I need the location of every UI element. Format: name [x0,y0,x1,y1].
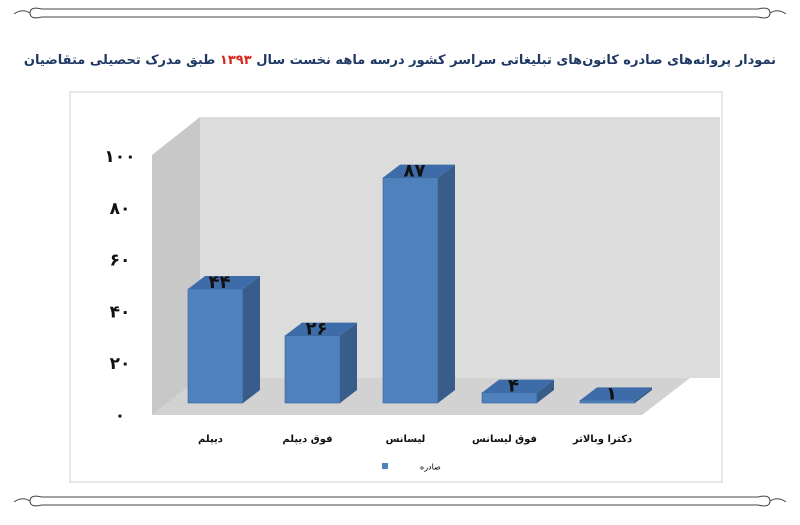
title-part: طبق مدرک تحصیلی متقاضیان [24,53,220,68]
bar [382,164,455,404]
bar-side [340,322,357,403]
legend: صادره [382,463,441,472]
x-tick-label: فوق دیپلم [282,434,332,445]
y-tick-label: ۴۰ [110,302,131,322]
bar [579,387,652,404]
x-tick-label: دکترا وبالاتر [572,434,632,445]
bar-front [187,288,244,404]
y-tick-label: ۱۰۰ [104,147,135,167]
bar-side [537,379,554,403]
bar-top [383,164,455,178]
bar-top [285,322,357,336]
x-tick-label: لیسانس [386,434,426,445]
value-label: ۴ [508,376,519,397]
bar-front [382,177,439,404]
bar-top [580,387,652,401]
top-border [13,7,787,19]
y-tick-label: ۲۰ [110,354,131,374]
x-tick-label: دیپلم [198,434,223,445]
bar-front [284,335,341,404]
bar-side [635,387,652,403]
y-tick-label: ۰ [115,406,125,426]
bar [187,276,260,404]
title-part: ۱۳۹۳ [220,53,252,68]
chart-title: نمودار پروانه‌های صادره کانون‌های تبلیغا… [24,53,776,68]
title-part: نمودار پروانه‌های صادره کانون‌های تبلیغا… [252,53,776,68]
bar-side [243,276,260,403]
bar [284,322,357,404]
bottom-border [13,495,787,507]
value-label: ۴۴ [209,272,231,293]
y-tick-label: ۶۰ [110,251,131,271]
value-label: ۸۷ [404,161,426,182]
value-label: ۱ [606,383,617,404]
y-tick-label: ۸۰ [110,199,131,219]
back-wall [200,117,720,378]
legend-swatch [382,463,388,469]
x-tick-label: فوق لیسانس [472,434,537,445]
legend-label: صادره [420,463,441,472]
bar-side [438,164,455,403]
value-label: ۲۶ [306,319,328,340]
bar-top [482,379,554,393]
bar [481,379,554,404]
bar-top [188,276,260,290]
